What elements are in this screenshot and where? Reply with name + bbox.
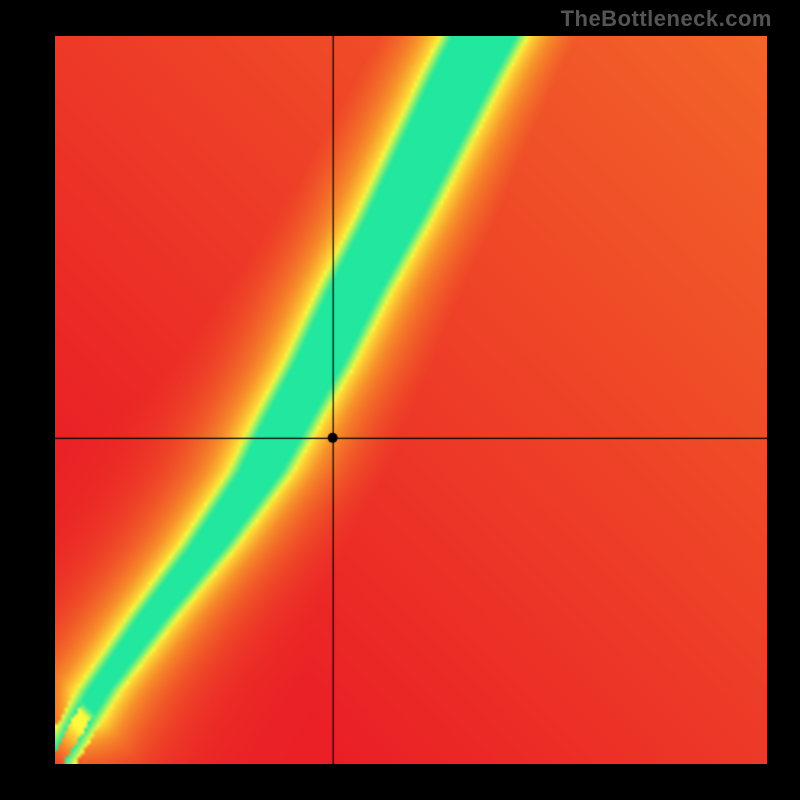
- watermark-text: TheBottleneck.com: [561, 6, 772, 32]
- heatmap-canvas: [55, 36, 767, 764]
- chart-container: TheBottleneck.com: [0, 0, 800, 800]
